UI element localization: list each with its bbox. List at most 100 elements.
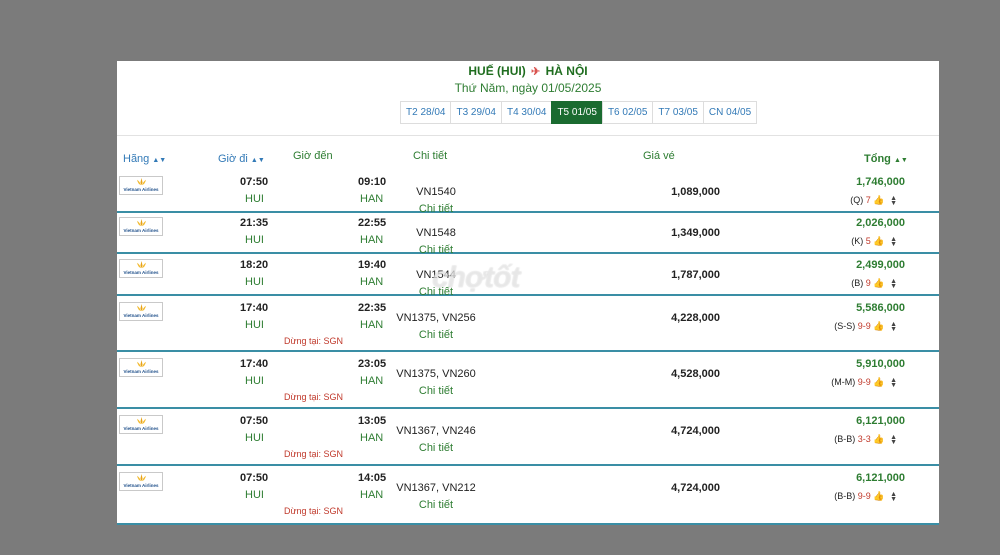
date-tabs: T2 28/04 T3 29/04 T4 30/04 T5 01/05 T6 02/05…	[400, 101, 758, 124]
tab-date[interactable]: T4 30/04	[500, 101, 553, 124]
depart-code: HUI	[245, 193, 264, 205]
fare-price: 4,724,000	[671, 482, 720, 494]
column-airline[interactable]: Hãng ▲▼	[123, 153, 166, 165]
thumbs-up-icon: 👍	[873, 377, 885, 387]
stopover-note: Dừng tại: SGN	[284, 392, 344, 402]
date-subtitle: Thứ Năm, ngày 01/05/2025	[454, 81, 602, 95]
seats-left: 9-9	[857, 491, 871, 501]
flight-row[interactable]: Vietnam Airlines 21:35 HUI 22:55 HAN VN1…	[117, 212, 939, 256]
detail-link[interactable]: Chi tiết	[418, 442, 454, 454]
flight-row[interactable]: Vietnam Airlines 18:20 HUI 19:40 HAN VN1…	[117, 254, 939, 298]
detail-link[interactable]: Chi tiết	[418, 329, 454, 341]
detail-link[interactable]: Chi tiết	[418, 385, 454, 397]
column-total[interactable]: Tổng ▲▼	[864, 153, 908, 165]
tab-date[interactable]: T7 03/05	[652, 101, 704, 124]
flight-results-panel: HUẾ (HUI) ✈ HÀ NỘI Thứ Năm, ngày 01/05/2…	[117, 61, 939, 525]
column-fare: Giá vé	[643, 150, 675, 162]
fare-class-info: (B-B) 9-9 👍 ▲ ▼	[775, 490, 897, 503]
destination-label: HÀ NỘI	[545, 64, 588, 78]
arrive-time: 14:05	[358, 472, 387, 484]
arrive-time: 22:55	[358, 217, 387, 229]
fare-class: (K)	[851, 236, 864, 246]
airline-name: Vietnam Airlines	[123, 187, 159, 192]
tab-date[interactable]: T3 29/04	[450, 101, 502, 124]
seats-left: 9-9	[857, 321, 871, 331]
detail-link[interactable]: Chi tiết	[418, 203, 454, 215]
flight-row[interactable]: Vietnam Airlines 17:40 HUI 22:35 HAN VN1…	[117, 297, 939, 352]
detail-link[interactable]: Chi tiết	[418, 286, 454, 298]
flight-row[interactable]: Vietnam Airlines 17:40 HUI 23:05 HAN VN1…	[117, 353, 939, 409]
flight-number: VN1540	[416, 186, 456, 198]
arrive-code: HAN	[360, 375, 384, 387]
stopover-note: Dừng tại: SGN	[284, 506, 344, 516]
sort-arrows-icon[interactable]: ▲ ▼	[890, 194, 897, 207]
arrive-code: HAN	[360, 193, 384, 205]
flight-number: VN1548	[416, 227, 456, 239]
seats-left: 3-3	[857, 434, 871, 444]
sort-arrows-icon[interactable]: ▲ ▼	[890, 490, 897, 503]
lotus-icon	[137, 304, 146, 312]
column-airline-label: Hãng	[123, 153, 150, 165]
depart-code: HUI	[245, 375, 264, 387]
airline-logo: Vietnam Airlines	[119, 358, 163, 377]
arrive-code: HAN	[360, 319, 384, 331]
seats-left: 5	[865, 236, 871, 246]
depart-time: 07:50	[240, 472, 269, 484]
airline-name: Vietnam Airlines	[123, 483, 159, 488]
airline-name: Vietnam Airlines	[123, 313, 159, 318]
tab-date[interactable]: CN 04/05	[702, 101, 758, 124]
origin-label: HUẾ (HUI)	[468, 64, 526, 78]
thumbs-up-icon: 👍	[873, 278, 885, 288]
airline-logo: Vietnam Airlines	[119, 176, 163, 195]
sort-arrows-icon: ▲▼	[152, 157, 167, 164]
column-detail: Chi tiết	[413, 150, 448, 162]
airline-logo: Vietnam Airlines	[119, 472, 163, 491]
detail-link[interactable]: Chi tiết	[418, 244, 454, 256]
fare-class: (B)	[851, 278, 864, 288]
flight-number: VN1544	[416, 269, 456, 281]
sort-arrows-icon: ▲▼	[250, 157, 265, 164]
total-price: 1,746,000	[856, 176, 905, 188]
sort-arrows-icon[interactable]: ▲ ▼	[890, 320, 897, 333]
lotus-icon	[137, 360, 146, 368]
flight-row[interactable]: Vietnam Airlines 07:50 HUI 09:10 HAN VN1…	[117, 171, 939, 215]
fare-price: 4,724,000	[671, 425, 720, 437]
airline-name: Vietnam Airlines	[123, 228, 159, 233]
flight-row[interactable]: Vietnam Airlines 07:50 HUI 14:05 HAN VN1…	[117, 467, 939, 525]
arrive-code: HAN	[360, 432, 384, 444]
sort-arrows-icon[interactable]: ▲ ▼	[890, 235, 897, 248]
airline-name: Vietnam Airlines	[123, 369, 159, 374]
lotus-icon	[137, 219, 146, 227]
fare-class: (B-B)	[834, 491, 856, 501]
seats-left: 7	[865, 195, 871, 205]
tab-date[interactable]: T2 28/04	[400, 101, 452, 124]
airline-name: Vietnam Airlines	[123, 270, 159, 275]
tab-date[interactable]: T6 02/05	[601, 101, 654, 124]
fare-class-info: (M-M) 9-9 👍 ▲ ▼	[775, 376, 897, 389]
stopover-note: Dừng tại: SGN	[284, 336, 344, 346]
detail-link[interactable]: Chi tiết	[418, 499, 454, 511]
fare-price: 4,528,000	[671, 368, 720, 380]
column-depart[interactable]: Giờ đi ▲▼	[218, 153, 265, 165]
thumbs-up-icon: 👍	[873, 321, 885, 331]
sort-arrows-icon[interactable]: ▲ ▼	[890, 277, 897, 290]
thumbs-up-icon: 👍	[873, 236, 885, 246]
total-price: 5,586,000	[856, 302, 905, 314]
fare-price: 4,228,000	[671, 312, 720, 324]
column-total-label: Tổng	[864, 153, 891, 165]
seats-left: 9	[865, 278, 871, 288]
airline-logo: Vietnam Airlines	[119, 259, 163, 278]
total-price: 5,910,000	[856, 358, 905, 370]
sort-arrows-icon[interactable]: ▲ ▼	[890, 433, 897, 446]
fare-class: (S-S)	[834, 321, 856, 331]
fare-class: (Q)	[850, 195, 864, 205]
stopover-note: Dừng tại: SGN	[284, 449, 344, 459]
arrive-time: 09:10	[358, 176, 387, 188]
fare-price: 1,089,000	[671, 186, 720, 198]
tab-date[interactable]: T5 01/05	[551, 101, 603, 124]
arrive-code: HAN	[360, 489, 384, 501]
depart-time: 17:40	[240, 358, 269, 370]
airline-name: Vietnam Airlines	[123, 426, 159, 431]
sort-arrows-icon[interactable]: ▲ ▼	[890, 376, 897, 389]
flight-row[interactable]: Vietnam Airlines 07:50 HUI 13:05 HAN VN1…	[117, 410, 939, 466]
